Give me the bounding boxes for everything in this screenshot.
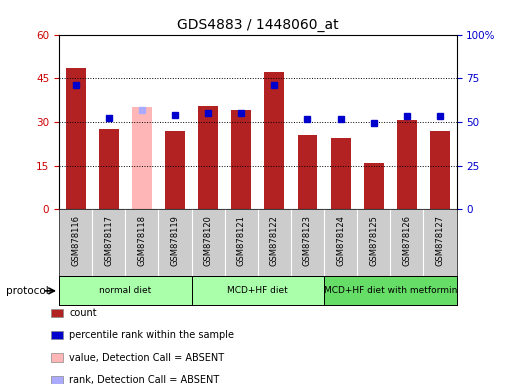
Bar xyxy=(198,106,218,209)
Bar xyxy=(364,163,384,209)
Text: MCD+HF diet with metformin: MCD+HF diet with metformin xyxy=(324,286,457,295)
Text: count: count xyxy=(69,308,97,318)
Text: GSM878125: GSM878125 xyxy=(369,215,378,265)
Text: GSM878124: GSM878124 xyxy=(336,215,345,265)
Text: GSM878126: GSM878126 xyxy=(402,215,411,266)
Bar xyxy=(191,276,324,305)
Text: normal diet: normal diet xyxy=(99,286,151,295)
Title: GDS4883 / 1448060_at: GDS4883 / 1448060_at xyxy=(177,18,339,32)
Bar xyxy=(331,138,350,209)
Bar xyxy=(264,73,284,209)
Bar xyxy=(397,121,417,209)
Bar xyxy=(430,131,450,209)
Bar xyxy=(59,276,191,305)
Bar xyxy=(165,131,185,209)
Bar xyxy=(298,135,318,209)
Text: percentile rank within the sample: percentile rank within the sample xyxy=(69,330,234,340)
Text: GSM878116: GSM878116 xyxy=(71,215,80,266)
Bar xyxy=(66,68,86,209)
Text: rank, Detection Call = ABSENT: rank, Detection Call = ABSENT xyxy=(69,375,220,384)
Text: value, Detection Call = ABSENT: value, Detection Call = ABSENT xyxy=(69,353,224,362)
Text: GSM878117: GSM878117 xyxy=(104,215,113,266)
Bar xyxy=(98,129,119,209)
Text: GSM878123: GSM878123 xyxy=(303,215,312,266)
Bar xyxy=(132,108,152,209)
Text: GSM878121: GSM878121 xyxy=(236,215,246,265)
Bar xyxy=(231,110,251,209)
Text: protocol: protocol xyxy=(6,286,49,296)
Text: MCD+HF diet: MCD+HF diet xyxy=(227,286,288,295)
Text: GSM878122: GSM878122 xyxy=(270,215,279,265)
Text: GSM878120: GSM878120 xyxy=(204,215,212,265)
Text: GSM878127: GSM878127 xyxy=(436,215,444,266)
Text: GSM878118: GSM878118 xyxy=(137,215,146,266)
Text: GSM878119: GSM878119 xyxy=(170,215,180,265)
Bar xyxy=(324,276,457,305)
